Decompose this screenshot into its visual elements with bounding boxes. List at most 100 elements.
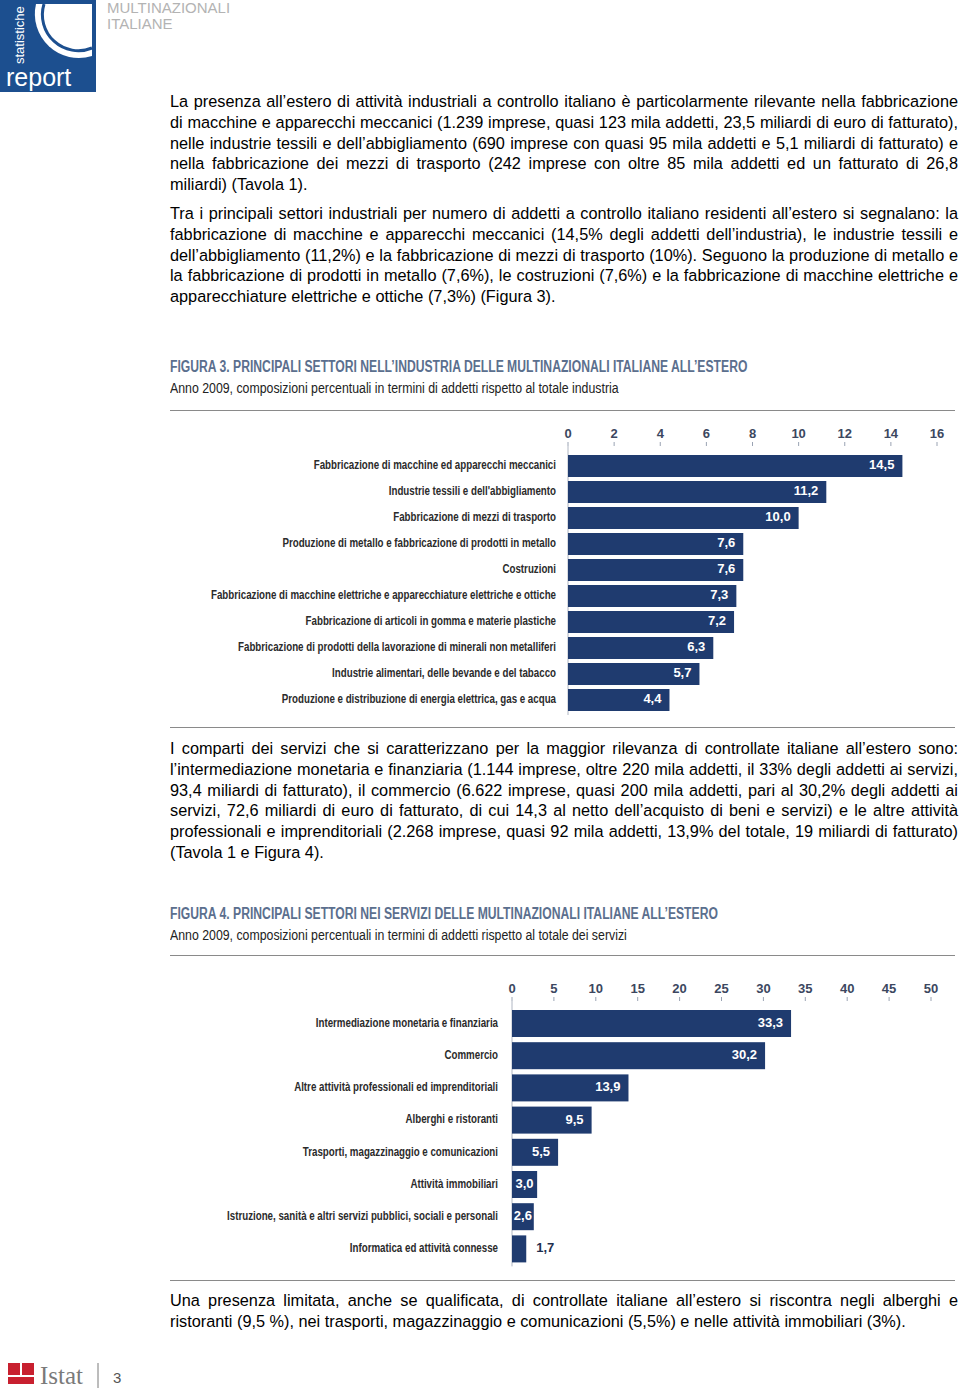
bar bbox=[512, 1010, 791, 1037]
bar bbox=[512, 1171, 537, 1198]
data-label: 6,3 bbox=[687, 639, 705, 654]
paragraph: I comparti dei servizi che si caratteriz… bbox=[170, 738, 958, 863]
page: statistichereport MULTINAZIONALIITALIANE L… bbox=[0, 0, 960, 1393]
paragraph: La presenza all’estero di attività indus… bbox=[170, 91, 958, 195]
page-number: 3 bbox=[113, 1369, 121, 1386]
footer-brand: Istat bbox=[40, 1362, 83, 1389]
tick bbox=[660, 442, 661, 446]
tick bbox=[937, 442, 938, 446]
tick bbox=[805, 997, 806, 1001]
bar bbox=[512, 1074, 628, 1101]
data-label: 4,4 bbox=[643, 691, 662, 706]
category-label: Alberghi e ristoranti bbox=[406, 1112, 498, 1125]
category-label: Fabbricazione di prodotti della lavorazi… bbox=[238, 640, 556, 653]
data-label: 1,7 bbox=[536, 1240, 554, 1255]
tick bbox=[889, 997, 890, 1001]
tick-label: 15 bbox=[630, 981, 644, 996]
category-label: Istruzione, sanità e altri servizi pubbl… bbox=[227, 1209, 498, 1222]
category-label: Fabbricazione di macchine ed apparecchi … bbox=[314, 458, 556, 471]
rule bbox=[170, 727, 955, 728]
data-label: 7,3 bbox=[710, 587, 728, 602]
tick-label: 0 bbox=[564, 426, 571, 441]
bar bbox=[568, 663, 699, 685]
data-label: 2,6 bbox=[514, 1208, 532, 1223]
bar bbox=[512, 1107, 592, 1134]
logo-bottom: report bbox=[6, 63, 71, 91]
figure-title: FIGURA 3. PRINCIPALI SETTORI NELL’INDUST… bbox=[170, 358, 747, 376]
tick bbox=[798, 442, 799, 446]
data-label: 5,7 bbox=[673, 665, 691, 680]
chart: 05101520253035404550Intermediazione mone… bbox=[0, 975, 960, 1275]
logo-shape bbox=[35, 4, 92, 58]
tick-label: 16 bbox=[930, 426, 944, 441]
data-label: 7,2 bbox=[708, 613, 726, 628]
tick-label: 10 bbox=[589, 981, 603, 996]
section-title: ITALIANE bbox=[107, 16, 173, 32]
footer-separator bbox=[98, 1363, 99, 1388]
tick bbox=[595, 997, 596, 1001]
tick-label: 5 bbox=[550, 981, 557, 996]
tick bbox=[890, 442, 891, 446]
bar bbox=[568, 585, 736, 607]
bar bbox=[512, 1235, 526, 1262]
tick bbox=[614, 442, 615, 446]
bar bbox=[568, 611, 734, 633]
data-label: 7,6 bbox=[717, 535, 735, 550]
tick-label: 12 bbox=[838, 426, 852, 441]
tick-label: 8 bbox=[749, 426, 756, 441]
data-label: 11,2 bbox=[794, 483, 819, 498]
bar bbox=[568, 481, 826, 503]
bars bbox=[512, 1010, 791, 1262]
tick-label: 4 bbox=[657, 426, 665, 441]
bars bbox=[568, 455, 902, 711]
tick bbox=[847, 997, 848, 1001]
category-label: Produzione e distribuzione di energia el… bbox=[282, 692, 557, 705]
category-label: Trasporti, magazzinaggio e comunicazioni bbox=[303, 1144, 498, 1157]
tick-label: 14 bbox=[884, 426, 899, 441]
tick bbox=[763, 997, 764, 1001]
data-label: 3,0 bbox=[516, 1176, 534, 1191]
tick bbox=[637, 997, 638, 1001]
bar bbox=[568, 559, 743, 581]
category-label: Attività immobiliari bbox=[410, 1177, 498, 1190]
bar bbox=[512, 1042, 765, 1069]
footer-logo bbox=[22, 1363, 34, 1375]
bar bbox=[568, 507, 799, 529]
tick-label: 2 bbox=[611, 426, 618, 441]
category-label: Informatica ed attività connesse bbox=[350, 1241, 498, 1254]
tick-label: 6 bbox=[703, 426, 710, 441]
tick-label: 45 bbox=[882, 981, 896, 996]
tick-label: 30 bbox=[756, 981, 770, 996]
category-label: Commercio bbox=[444, 1048, 498, 1061]
category-label: Fabbricazione di mezzi di trasporto bbox=[393, 510, 556, 523]
footer: Istat 3 bbox=[0, 1355, 200, 1393]
logo-top: statistiche bbox=[12, 6, 27, 64]
bar bbox=[568, 689, 669, 711]
labels: Fabbricazione di macchine ed apparecchi … bbox=[211, 457, 894, 706]
logo-bg bbox=[0, 0, 96, 92]
data-label: 9,5 bbox=[566, 1112, 584, 1127]
bar bbox=[512, 1139, 558, 1166]
tick-label: 35 bbox=[798, 981, 812, 996]
bar bbox=[568, 455, 902, 477]
tick-label: 40 bbox=[840, 981, 854, 996]
footer-logo bbox=[8, 1363, 20, 1375]
tick-label: 0 bbox=[508, 981, 515, 996]
tick-label: 25 bbox=[714, 981, 728, 996]
logo: statistichereport bbox=[0, 0, 96, 92]
category-label: Produzione di metallo e fabbricazione di… bbox=[282, 536, 556, 549]
footer-logo bbox=[8, 1377, 34, 1384]
section-title: MULTINAZIONALI bbox=[107, 0, 230, 16]
data-label: 10,0 bbox=[765, 509, 790, 524]
data-label: 14,5 bbox=[869, 457, 894, 472]
tick bbox=[568, 442, 569, 446]
rule bbox=[170, 1280, 955, 1281]
tick bbox=[931, 997, 932, 1001]
figure-title: FIGURA 4. PRINCIPALI SETTORI NEI SERVIZI… bbox=[170, 905, 718, 923]
tick bbox=[679, 997, 680, 1001]
tick bbox=[721, 997, 722, 1001]
paragraph: Tra i principali settori industriali per… bbox=[170, 203, 958, 307]
figure-subtitle: Anno 2009, composizioni percentuali in t… bbox=[170, 380, 619, 396]
category-label: Altre attività professionali ed imprendi… bbox=[294, 1080, 498, 1093]
tick-label: 10 bbox=[791, 426, 805, 441]
